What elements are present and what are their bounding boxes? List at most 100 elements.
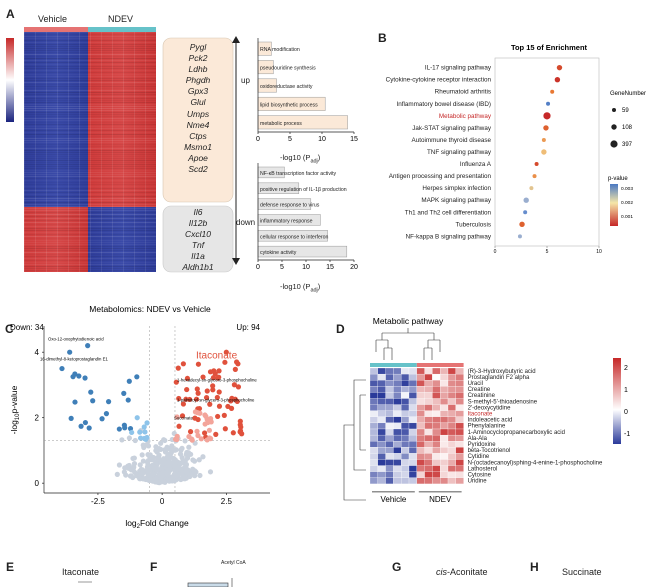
volcano-point xyxy=(176,423,182,429)
heatmap-cell xyxy=(385,380,394,387)
heatmap-cell xyxy=(432,434,441,442)
volcano-point xyxy=(182,438,188,444)
up-gene-list: Pygl Pck2 Ldhb Phgdh Gpx3 Glul Umps Nme4… xyxy=(163,42,233,175)
heatmap-cell xyxy=(401,459,410,466)
volcano-point xyxy=(221,412,227,418)
metabolite-color-scale xyxy=(613,358,621,444)
go-term-label: pseudouridine synthesis xyxy=(260,66,316,72)
volcano-point xyxy=(78,423,84,429)
metabolite-annotation: 1-hexadecyl-sn-glycero-3-phosphocholine xyxy=(177,378,257,383)
heatmap-cell xyxy=(385,398,394,405)
go-axis-tick: 15 xyxy=(350,136,358,143)
heatmap-cell xyxy=(447,447,456,454)
size-legend-label: 59 xyxy=(622,108,629,114)
heatmap-cell xyxy=(377,410,386,417)
heatmap-cell xyxy=(447,410,456,417)
volcano-point xyxy=(184,386,190,393)
volcano-point xyxy=(126,462,132,469)
heatmap-cell xyxy=(385,465,394,472)
heatmap-cell xyxy=(455,441,464,448)
heatmap-cell xyxy=(408,416,417,424)
panel-f-label: F xyxy=(150,560,158,574)
volcano-point xyxy=(210,383,216,389)
kegg-pathway-label: Tuberculosis xyxy=(456,221,491,228)
kegg-dot xyxy=(541,137,546,142)
heatmap-cell xyxy=(432,465,441,472)
heatmap-cell xyxy=(432,398,441,405)
heatmap-cell xyxy=(385,386,394,393)
go-down-xlabel: -log10 (Padj) xyxy=(280,282,321,294)
volcano-point xyxy=(184,375,191,382)
gene-label: Ctps xyxy=(189,130,207,141)
metabolite-row-label: S-methyl-5'-thioadenosine xyxy=(468,399,538,405)
heatmap-cell xyxy=(369,386,378,393)
heatmap-cell xyxy=(432,422,441,430)
heatmap-cell xyxy=(401,471,410,478)
volcano-point xyxy=(145,462,151,468)
heatmap-cell xyxy=(424,459,433,466)
gene-label: Ldhb xyxy=(188,64,208,75)
heatmap-cell xyxy=(393,422,402,430)
heatmap-cell xyxy=(447,422,456,430)
volcano-point xyxy=(192,415,198,421)
heatmap-cell xyxy=(455,398,464,405)
heatmap-cell xyxy=(424,398,433,405)
heatmap-cell xyxy=(432,459,441,466)
heatmap-cell xyxy=(440,392,449,399)
panel-e-label: E xyxy=(6,560,15,574)
metabolite-row-label: Phenylalanine xyxy=(468,424,506,430)
volcano-point xyxy=(148,477,154,483)
up-label: up xyxy=(241,76,250,85)
metabolite-row-label: beta-Tocotrienol xyxy=(468,448,511,454)
gene-number-legend-title: GeneNumber xyxy=(610,91,646,97)
heatmap-cell xyxy=(401,398,410,405)
ndev-col-label: NDEV xyxy=(429,495,452,504)
heatmap-cell xyxy=(377,465,386,472)
heatmap-cell xyxy=(408,367,417,375)
volcano-point xyxy=(140,442,146,448)
heatmap-cell xyxy=(440,373,449,381)
size-legend-dot xyxy=(612,108,616,112)
size-legend-label: 397 xyxy=(622,142,633,148)
panel-a-label: A xyxy=(6,7,15,21)
cis-aconitate-title: cis-Aconitate xyxy=(436,567,488,577)
acetyl-coa-label: Acetyl CoA xyxy=(221,560,246,566)
volcano-point xyxy=(216,368,222,374)
heatmap-cell xyxy=(393,428,402,436)
heatmap-cell xyxy=(385,441,394,448)
volcano-point xyxy=(139,471,146,477)
ndev-group-label: NDEV xyxy=(108,14,134,24)
panel-d-label: D xyxy=(336,322,345,336)
heatmap-cell xyxy=(424,471,433,478)
heatmap-cell xyxy=(416,477,425,485)
gene-label: Phgdh xyxy=(185,75,211,86)
up-count: Up: 94 xyxy=(236,323,260,332)
gene-label: Gpx3 xyxy=(187,86,209,97)
volcano-point xyxy=(180,401,186,407)
heatmap-cell xyxy=(385,453,394,460)
volcano-point xyxy=(189,437,195,443)
volcano-point xyxy=(195,361,202,367)
volcano-point xyxy=(216,389,222,395)
heatmap-cell xyxy=(424,453,433,460)
go-term-label: lipid biosynthetic process xyxy=(260,102,318,108)
heatmap-cell xyxy=(447,380,456,387)
volcano-point xyxy=(190,457,196,463)
size-legend-dot xyxy=(610,140,618,148)
heatmap-cell xyxy=(455,386,464,393)
volcano-point xyxy=(187,429,194,435)
heatmap-cell xyxy=(385,373,394,381)
heatmap-cell xyxy=(401,404,410,411)
volcano-point xyxy=(178,447,184,453)
vehicle-group-bar xyxy=(24,27,88,32)
volcano-point xyxy=(207,469,214,475)
kegg-pathway-label: Metabolic pathway xyxy=(439,113,492,120)
volcano-point xyxy=(116,426,122,432)
volcano-point xyxy=(205,417,212,423)
metabolite-row-label: Indoleacetic acid xyxy=(468,418,513,424)
kegg-dot xyxy=(532,174,537,179)
volcano-point xyxy=(126,435,132,441)
kegg-dot xyxy=(543,112,551,120)
volcano-point xyxy=(137,435,144,441)
volcano-point xyxy=(139,452,145,458)
